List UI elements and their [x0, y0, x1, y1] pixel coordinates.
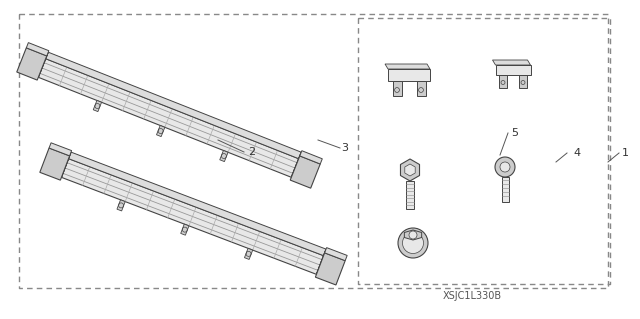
- Polygon shape: [45, 52, 301, 159]
- Polygon shape: [291, 152, 301, 177]
- Polygon shape: [40, 148, 70, 180]
- Text: 3: 3: [341, 143, 348, 153]
- Polygon shape: [519, 75, 527, 87]
- Bar: [502, 177, 509, 202]
- Polygon shape: [26, 43, 49, 56]
- Polygon shape: [61, 159, 324, 274]
- Polygon shape: [38, 52, 48, 77]
- Polygon shape: [401, 159, 420, 181]
- Polygon shape: [417, 81, 426, 96]
- Circle shape: [398, 228, 428, 258]
- Circle shape: [500, 162, 510, 172]
- Text: 2: 2: [248, 147, 255, 157]
- Polygon shape: [316, 249, 326, 274]
- Polygon shape: [244, 248, 253, 259]
- Polygon shape: [493, 60, 531, 65]
- Polygon shape: [220, 151, 228, 162]
- Polygon shape: [93, 100, 102, 112]
- Polygon shape: [61, 152, 71, 177]
- Polygon shape: [180, 224, 189, 235]
- Polygon shape: [38, 59, 299, 177]
- Polygon shape: [404, 230, 422, 240]
- Polygon shape: [388, 69, 430, 81]
- Circle shape: [409, 231, 417, 239]
- Text: 4: 4: [573, 148, 580, 158]
- Polygon shape: [495, 65, 531, 75]
- Text: 1: 1: [622, 148, 629, 158]
- Polygon shape: [499, 75, 507, 87]
- Polygon shape: [316, 253, 345, 285]
- Polygon shape: [300, 151, 323, 164]
- Polygon shape: [392, 81, 401, 96]
- Polygon shape: [68, 152, 326, 256]
- Text: XSJC1L330B: XSJC1L330B: [442, 291, 502, 301]
- Polygon shape: [17, 48, 47, 80]
- Circle shape: [495, 157, 515, 177]
- Polygon shape: [157, 125, 165, 137]
- Polygon shape: [290, 156, 320, 188]
- Text: 5: 5: [511, 128, 518, 138]
- Polygon shape: [385, 64, 430, 69]
- Polygon shape: [49, 143, 72, 156]
- Polygon shape: [117, 200, 125, 211]
- Polygon shape: [405, 164, 415, 176]
- Circle shape: [403, 233, 424, 254]
- Bar: [406, 181, 414, 209]
- Polygon shape: [324, 248, 347, 261]
